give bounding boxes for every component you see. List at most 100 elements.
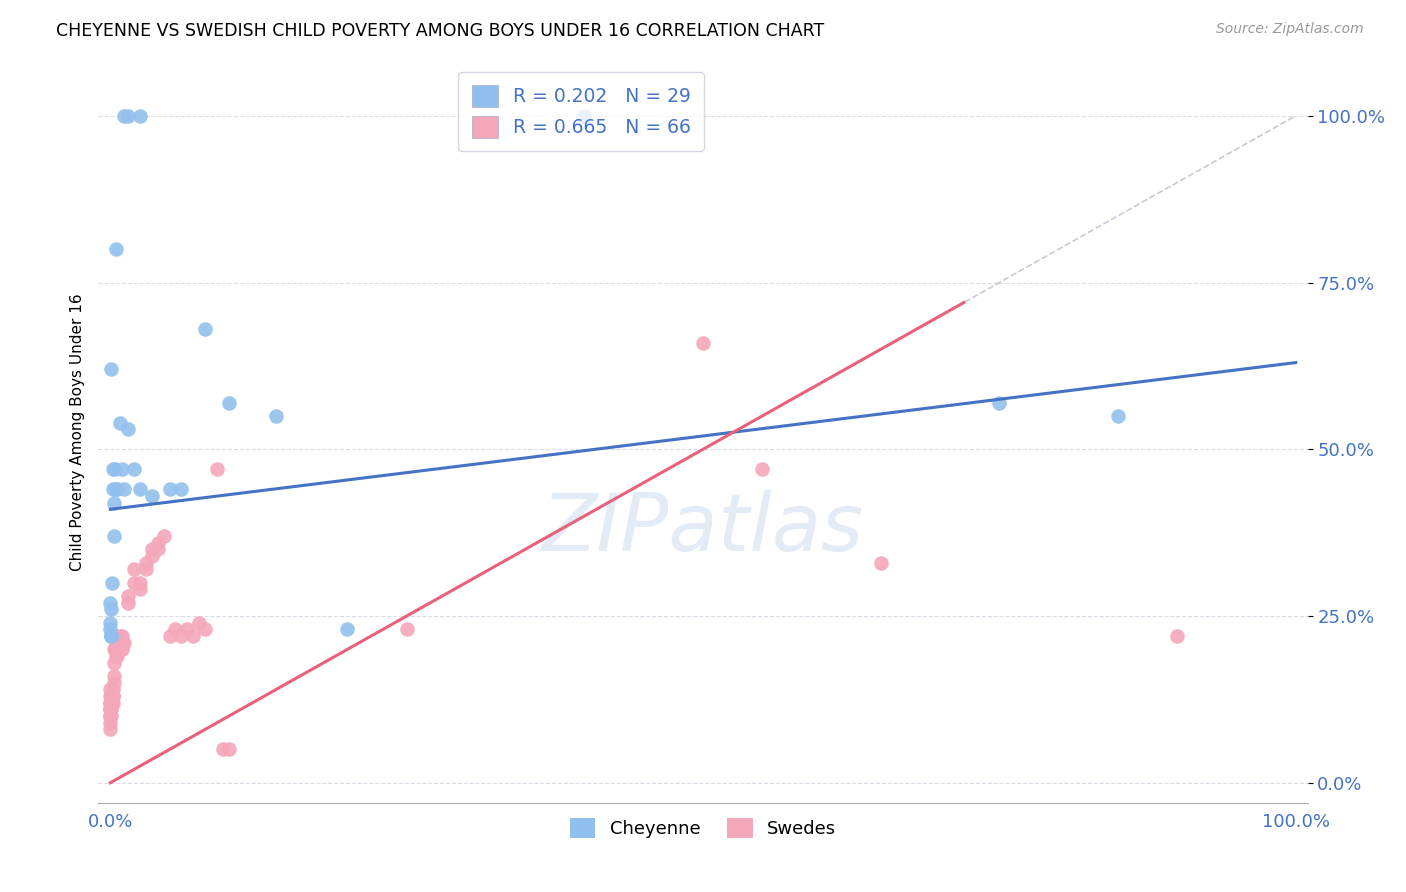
Point <box>105 483 128 497</box>
Point <box>98 596 121 610</box>
Point <box>100 362 122 376</box>
Point <box>141 542 163 557</box>
Point <box>129 109 152 123</box>
Point <box>101 575 124 590</box>
Point <box>135 562 157 576</box>
Point <box>100 702 122 716</box>
Point <box>108 416 131 430</box>
Point <box>129 575 152 590</box>
Point <box>395 623 418 637</box>
Point <box>218 742 240 756</box>
Point <box>104 642 127 657</box>
Point <box>111 462 134 476</box>
Point <box>98 715 121 730</box>
Point <box>103 496 125 510</box>
Point <box>105 642 128 657</box>
Point <box>869 556 891 570</box>
Point <box>103 689 125 703</box>
Point <box>108 629 131 643</box>
Point <box>98 723 121 737</box>
Point <box>141 489 163 503</box>
Text: ZIPatlas: ZIPatlas <box>541 491 865 568</box>
Point <box>574 109 596 123</box>
Point <box>105 642 128 657</box>
Point <box>111 642 134 657</box>
Point <box>100 709 122 723</box>
Point <box>103 669 125 683</box>
Point <box>114 483 136 497</box>
Point <box>336 623 359 637</box>
Legend: Cheyenne, Swedes: Cheyenne, Swedes <box>562 810 844 846</box>
Y-axis label: Child Poverty Among Boys Under 16: Child Poverty Among Boys Under 16 <box>69 293 84 572</box>
Point <box>988 395 1011 409</box>
Point <box>135 556 157 570</box>
Point <box>103 642 125 657</box>
Point <box>176 623 198 637</box>
Point <box>212 742 235 756</box>
Point <box>98 689 121 703</box>
Point <box>159 483 181 497</box>
Point <box>101 689 124 703</box>
Point <box>98 702 121 716</box>
Point <box>108 636 131 650</box>
Point <box>98 615 121 630</box>
Point <box>104 629 127 643</box>
Point <box>170 629 193 643</box>
Text: CHEYENNE VS SWEDISH CHILD POVERTY AMONG BOYS UNDER 16 CORRELATION CHART: CHEYENNE VS SWEDISH CHILD POVERTY AMONG … <box>56 22 824 40</box>
Point <box>101 483 124 497</box>
Point <box>194 322 217 336</box>
Point <box>264 409 287 423</box>
Point <box>105 242 128 256</box>
Point <box>146 535 169 549</box>
Point <box>110 642 132 657</box>
Point <box>100 629 122 643</box>
Point <box>101 462 124 476</box>
Point <box>103 675 125 690</box>
Point <box>98 696 121 710</box>
Point <box>152 529 174 543</box>
Point <box>114 109 136 123</box>
Point <box>170 483 193 497</box>
Text: Source: ZipAtlas.com: Source: ZipAtlas.com <box>1216 22 1364 37</box>
Point <box>1166 629 1188 643</box>
Point <box>104 462 127 476</box>
Point <box>194 623 217 637</box>
Point <box>574 109 596 123</box>
Point <box>117 422 139 436</box>
Point <box>103 529 125 543</box>
Point <box>111 629 134 643</box>
Point <box>98 623 121 637</box>
Point <box>100 629 122 643</box>
Point <box>100 602 122 616</box>
Point <box>141 549 163 563</box>
Point <box>146 542 169 557</box>
Point <box>181 629 204 643</box>
Point <box>218 395 240 409</box>
Point <box>117 589 139 603</box>
Point <box>101 696 124 710</box>
Point <box>1107 409 1129 423</box>
Point <box>98 682 121 697</box>
Point <box>100 702 122 716</box>
Point <box>98 696 121 710</box>
Point <box>111 636 134 650</box>
Point <box>100 689 122 703</box>
Point <box>98 709 121 723</box>
Point <box>98 702 121 716</box>
Point <box>101 682 124 697</box>
Point <box>122 562 145 576</box>
Point <box>103 656 125 670</box>
Point <box>159 629 181 643</box>
Point <box>751 462 773 476</box>
Point <box>117 109 139 123</box>
Point <box>129 582 152 597</box>
Point <box>105 483 128 497</box>
Point <box>188 615 211 630</box>
Point <box>101 696 124 710</box>
Point <box>129 483 152 497</box>
Point <box>107 636 129 650</box>
Point <box>100 629 122 643</box>
Point <box>105 636 128 650</box>
Point <box>692 335 714 350</box>
Point <box>105 648 128 663</box>
